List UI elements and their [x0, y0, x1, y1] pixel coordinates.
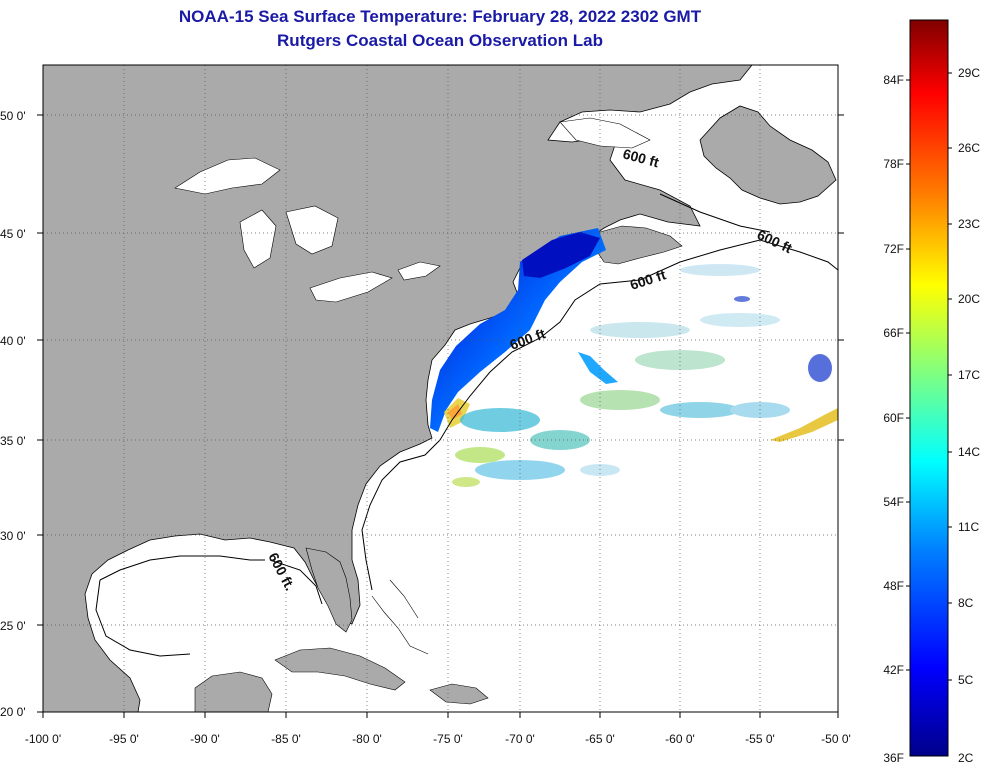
- sst-scatter: [452, 264, 832, 487]
- axis-ticks: [37, 114, 844, 718]
- great-lakes: [174, 157, 441, 303]
- colorbar-c-label: 26C: [958, 141, 980, 155]
- lat-label: 50 0': [0, 109, 26, 123]
- map-subtitle: Rutgers Coastal Ocean Observation Lab: [277, 31, 603, 50]
- colorbar-c-label: 5C: [958, 673, 974, 687]
- lon-label: -100 0': [25, 732, 61, 746]
- colorbar-f-labels: 84F 78F 72F 66F 60F 54F 48F 42F 36F: [883, 73, 904, 765]
- colorbar-c-label: 14C: [958, 445, 980, 459]
- colorbar-c-label: 23C: [958, 217, 980, 231]
- colorbar-f-label: 60F: [883, 411, 904, 425]
- lat-labels: 50 0' 45 0' 40 0' 35 0' 30 0' 25 0' 20 0…: [0, 109, 26, 719]
- sst-offshore-streak: [578, 352, 618, 384]
- lon-label: -70 0': [505, 732, 535, 746]
- sst-gulf-of-maine: [522, 232, 600, 278]
- lon-label: -90 0': [190, 732, 220, 746]
- colorbar-f-label: 54F: [883, 495, 904, 509]
- graticule: [43, 65, 838, 712]
- colorbar: 84F 78F 72F 66F 60F 54F 48F 42F 36F 29C …: [883, 19, 980, 765]
- colorbar-c-label: 8C: [958, 596, 974, 610]
- lon-label: -95 0': [109, 732, 139, 746]
- lat-label: 20 0': [0, 705, 26, 719]
- colorbar-c-label: 20C: [958, 292, 980, 306]
- isobath-600ft: [95, 193, 838, 657]
- nova-scotia-land: [595, 225, 683, 265]
- lat-label: 30 0': [0, 529, 26, 543]
- colorbar-f-label: 78F: [883, 157, 904, 171]
- colorbar-f-label: 84F: [883, 73, 904, 87]
- colorbar-f-label: 36F: [883, 751, 904, 765]
- lat-label: 35 0': [0, 434, 26, 448]
- lon-label: -55 0': [745, 732, 775, 746]
- colorbar-f-label: 72F: [883, 242, 904, 256]
- lon-label: -75 0': [433, 732, 463, 746]
- map-title: NOAA-15 Sea Surface Temperature: Februar…: [178, 7, 702, 26]
- colorbar-c-label: 29C: [958, 66, 980, 80]
- yucatan-land: [194, 671, 273, 712]
- colorbar-f-label: 42F: [883, 663, 904, 677]
- sst-shelf-water: [430, 228, 606, 432]
- bahamas-land: [371, 579, 429, 655]
- colorbar-c-label: 11C: [958, 520, 979, 534]
- colorbar-c-label: 17C: [958, 368, 980, 382]
- colorbar-c-labels: 29C 26C 23C 20C 17C 14C 11C 8C 5C 2C: [958, 66, 980, 765]
- lat-label: 40 0': [0, 334, 26, 348]
- colorbar-f-label: 48F: [883, 579, 904, 593]
- colorbar-c-label: 2C: [958, 751, 974, 765]
- map-frame: 600 ft 600 ft 600 ft 600 ft 600 ft.: [0, 64, 851, 746]
- colorbar-ticks: [906, 72, 952, 681]
- sst-warm-patch: [448, 404, 462, 420]
- lon-label: -60 0': [665, 732, 695, 746]
- lon-labels: -100 0' -95 0' -90 0' -85 0' -80 0' -75 …: [25, 732, 851, 746]
- lat-label: 45 0': [0, 227, 26, 241]
- florida-land: [305, 547, 353, 633]
- lon-label: -80 0': [352, 732, 382, 746]
- colorbar-gradient: [909, 19, 949, 757]
- lon-label: -65 0': [585, 732, 615, 746]
- st-lawrence: [559, 117, 651, 149]
- newfoundland-land: [699, 105, 837, 205]
- hispaniola-land: [429, 683, 489, 705]
- sst-gulf-stream-east: [770, 408, 838, 442]
- cuba-land: [274, 647, 406, 691]
- lon-label: -50 0': [821, 732, 851, 746]
- lon-label: -85 0': [271, 732, 301, 746]
- lat-label: 25 0': [0, 619, 26, 633]
- colorbar-f-label: 66F: [883, 326, 904, 340]
